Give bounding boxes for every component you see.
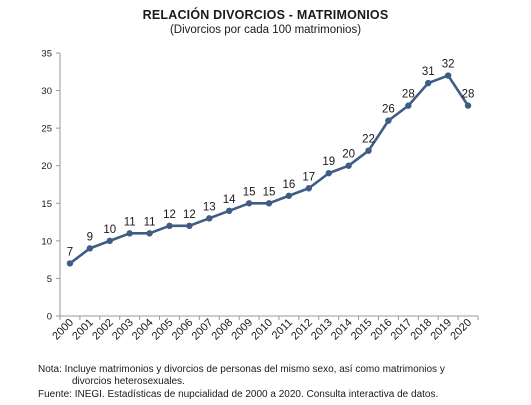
x-tick-label: 2020	[448, 317, 474, 343]
data-label: 11	[124, 216, 136, 228]
chart-note: Nota: Incluye matrimonios y divorcios de…	[38, 364, 500, 388]
data-label: 22	[362, 134, 375, 146]
data-point	[166, 222, 173, 230]
x-tick-label: 2012	[289, 317, 315, 343]
data-label: 7	[67, 246, 73, 258]
x-tick-label: 2006	[170, 317, 196, 343]
x-tick-label: 2005	[150, 317, 176, 343]
data-point	[385, 117, 392, 124]
x-tick-label: 2014	[329, 317, 355, 343]
data-label: 12	[183, 209, 196, 221]
data-label: 16	[283, 179, 296, 191]
x-tick-label: 2015	[349, 317, 375, 343]
x-tick-label: 2007	[190, 317, 216, 343]
chart-source: Fuente: INEGI. Estadísticas de nupcialid…	[38, 389, 439, 400]
x-tick-label: 2013	[309, 317, 335, 343]
data-label: 20	[342, 149, 355, 161]
data-point	[186, 222, 193, 230]
y-tick-label: 10	[41, 236, 52, 247]
chart-title-text: Relación divorcios - matrimonios	[142, 8, 389, 22]
data-point	[345, 162, 352, 169]
x-tick-label: 2003	[110, 317, 136, 343]
x-tick-label: 2009	[229, 317, 255, 343]
data-point	[464, 102, 472, 109]
data-point	[126, 230, 133, 237]
note-line-1: Nota: Incluye matrimonios y divorcios de…	[38, 364, 445, 375]
data-point	[425, 79, 432, 87]
data-label: 26	[382, 104, 395, 116]
x-tick-label: 2011	[270, 317, 295, 342]
y-tick-label: 35	[41, 49, 52, 60]
x-tick-label: 2019	[428, 317, 454, 343]
x-tick-label: 2004	[130, 317, 156, 343]
data-point	[365, 147, 372, 154]
x-tick-label: 2008	[210, 317, 236, 343]
data-label: 28	[462, 89, 475, 101]
chart-subtitle: (Divorcios por cada 100 matrimonios)	[169, 24, 362, 36]
data-label: 9	[87, 231, 93, 243]
data-label: 14	[223, 194, 236, 206]
x-tick-label: 2018	[409, 317, 435, 343]
x-tick-label: 2000	[50, 317, 76, 343]
y-tick-label: 15	[41, 199, 52, 210]
y-tick-label: 30	[41, 86, 52, 97]
data-point	[86, 245, 94, 252]
data-point	[305, 185, 313, 192]
y-tick-label: 0	[47, 312, 52, 323]
data-point	[146, 230, 153, 237]
x-tick-label: 2016	[369, 317, 395, 343]
data-point	[106, 237, 113, 245]
data-point	[225, 207, 233, 214]
data-label: 15	[263, 186, 276, 198]
data-label: 17	[302, 171, 315, 183]
data-point	[405, 102, 412, 109]
data-point	[66, 260, 74, 267]
chart-title: Relación divorcios - matrimonios	[0, 8, 531, 22]
y-tick-label: 25	[41, 124, 52, 135]
data-point	[325, 170, 332, 177]
data-point	[265, 200, 273, 207]
data-label: 19	[322, 156, 335, 168]
data-point	[206, 215, 213, 222]
x-tick-label: 2010	[249, 317, 275, 343]
x-tick-label: 2017	[389, 317, 415, 343]
data-label: 28	[402, 89, 415, 101]
data-label: 10	[103, 224, 116, 236]
data-label: 31	[422, 66, 435, 78]
data-label: 11	[144, 216, 156, 228]
data-label: 13	[203, 201, 216, 213]
y-tick-label: 5	[47, 274, 52, 285]
note-line-2: divorcios heterosexuales.	[72, 376, 185, 387]
data-label: 12	[163, 209, 176, 221]
data-point	[245, 200, 253, 207]
x-tick-label: 2002	[90, 317, 116, 343]
x-tick-label: 2001	[70, 317, 96, 343]
data-label: 32	[442, 59, 455, 71]
data-point	[285, 192, 293, 199]
y-tick-label: 20	[41, 161, 52, 172]
data-label: 15	[243, 186, 256, 198]
data-point	[444, 72, 452, 79]
